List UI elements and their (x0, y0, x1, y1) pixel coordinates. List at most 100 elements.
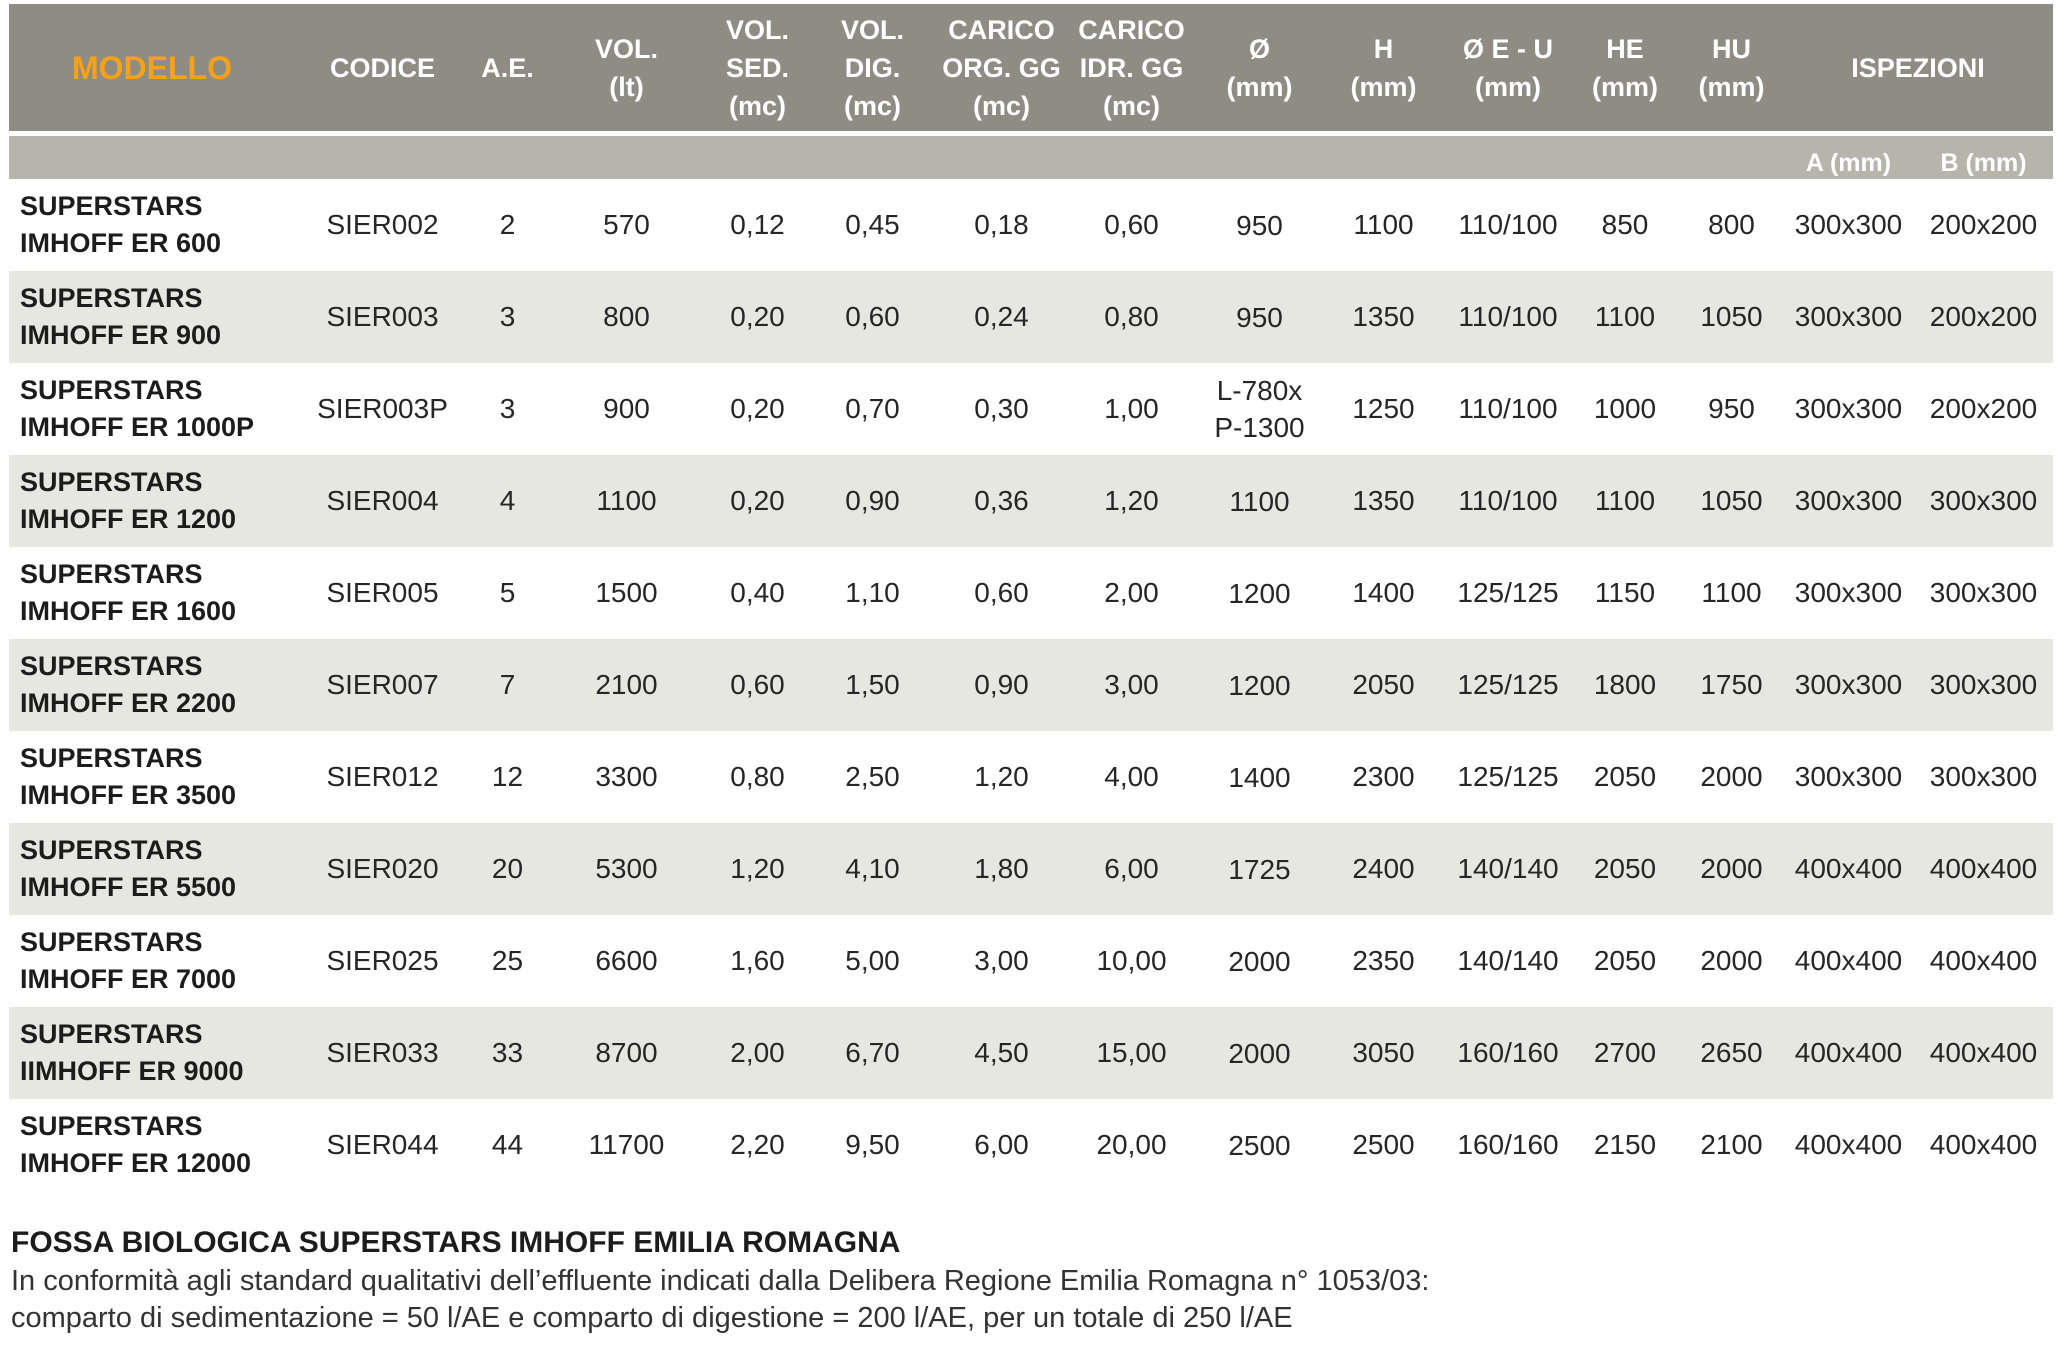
cell-insp-b: 200x200 (1914, 179, 2053, 271)
cell-insp-a: 400x400 (1783, 1007, 1914, 1099)
cell-height: 1250 (1321, 363, 1446, 455)
cell-carico-org: 3,00 (938, 915, 1065, 1007)
header-he: HE (mm) (1570, 4, 1680, 131)
cell-ae: 44 (470, 1099, 545, 1191)
table-row: SUPERSTARS IIMHOFF ER 9000 SIER033 33 8700 2,… (9, 1007, 2053, 1099)
table-row: SUPERSTARS IMHOFF ER 2200 SIER007 7 2100 0,60… (9, 639, 2053, 731)
cell-inlet-outlet: 125/125 (1446, 639, 1570, 731)
cell-vol: 2100 (545, 639, 708, 731)
cell-model: SUPERSTARS IIMHOFF ER 9000 (9, 1007, 295, 1099)
cell-vol-dig: 0,90 (807, 455, 938, 547)
cell-vol-dig: 4,10 (807, 823, 938, 915)
cell-insp-b: 400x400 (1914, 1007, 2053, 1099)
cell-diameter: 2000 (1198, 1007, 1321, 1099)
cell-vol: 1500 (545, 547, 708, 639)
cell-vol-sed: 0,20 (708, 271, 807, 363)
cell-inlet-outlet: 160/160 (1446, 1007, 1570, 1099)
cell-model: SUPERSTARS IMHOFF ER 2200 (9, 639, 295, 731)
cell-diameter: 1725 (1198, 823, 1321, 915)
header-subrow: A (mm) B (mm) (9, 136, 2053, 179)
cell-hu: 1100 (1680, 547, 1783, 639)
cell-vol-dig: 1,50 (807, 639, 938, 731)
cell-code: SIER003P (295, 363, 470, 455)
cell-insp-b: 300x300 (1914, 731, 2053, 823)
cell-carico-org: 0,30 (938, 363, 1065, 455)
cell-inlet-outlet: 140/140 (1446, 823, 1570, 915)
cell-insp-b: 400x400 (1914, 1099, 2053, 1191)
header-hu: HU (mm) (1680, 4, 1783, 131)
cell-he: 1100 (1570, 455, 1680, 547)
cell-height: 2500 (1321, 1099, 1446, 1191)
cell-insp-b: 300x300 (1914, 547, 2053, 639)
cell-hu: 2100 (1680, 1099, 1783, 1191)
cell-vol-dig: 0,60 (807, 271, 938, 363)
cell-model: SUPERSTARS IMHOFF ER 12000 (9, 1099, 295, 1191)
cell-vol-sed: 1,20 (708, 823, 807, 915)
cell-model: SUPERSTARS IMHOFF ER 600 (9, 179, 295, 271)
cell-vol-sed: 0,60 (708, 639, 807, 731)
header-vol-sed: VOL. SED. (mc) (708, 4, 807, 131)
cell-hu: 800 (1680, 179, 1783, 271)
cell-he: 1100 (1570, 271, 1680, 363)
cell-vol: 3300 (545, 731, 708, 823)
cell-code: SIER044 (295, 1099, 470, 1191)
table-row: SUPERSTARS IMHOFF ER 3500 SIER012 12 3300 0,8… (9, 731, 2053, 823)
cell-insp-a: 300x300 (1783, 363, 1914, 455)
cell-height: 1350 (1321, 271, 1446, 363)
cell-model: SUPERSTARS IMHOFF ER 3500 (9, 731, 295, 823)
cell-model: SUPERSTARS IMHOFF ER 7000 (9, 915, 295, 1007)
cell-ae: 7 (470, 639, 545, 731)
cell-diameter: 2500 (1198, 1099, 1321, 1191)
cell-he: 2700 (1570, 1007, 1680, 1099)
cell-code: SIER025 (295, 915, 470, 1007)
cell-vol-dig: 5,00 (807, 915, 938, 1007)
cell-model: SUPERSTARS IMHOFF ER 900 (9, 271, 295, 363)
footer-notes: FOSSA BIOLOGICA SUPERSTARS IMHOFF EMILIA… (11, 1223, 2041, 1337)
cell-diameter: 1200 (1198, 639, 1321, 731)
cell-vol-dig: 9,50 (807, 1099, 938, 1191)
cell-he: 1800 (1570, 639, 1680, 731)
cell-inlet-outlet: 125/125 (1446, 547, 1570, 639)
cell-carico-org: 0,36 (938, 455, 1065, 547)
cell-carico-idr: 10,00 (1065, 915, 1198, 1007)
header-insp-b: B (mm) (1914, 136, 2053, 179)
cell-hu: 1750 (1680, 639, 1783, 731)
cell-hu: 2000 (1680, 731, 1783, 823)
header-carico-org: CARICO ORG. GG (mc) (938, 4, 1065, 131)
cell-carico-org: 4,50 (938, 1007, 1065, 1099)
cell-ae: 25 (470, 915, 545, 1007)
cell-code: SIER002 (295, 179, 470, 271)
header-code: CODICE (295, 4, 470, 131)
cell-diameter: 1400 (1198, 731, 1321, 823)
cell-ae: 3 (470, 363, 545, 455)
cell-vol-sed: 2,20 (708, 1099, 807, 1191)
cell-diameter: L-780x P-1300 (1198, 363, 1321, 455)
cell-carico-idr: 1,00 (1065, 363, 1198, 455)
table-row: SUPERSTARS IMHOFF ER 7000 SIER025 25 6600 1,6… (9, 915, 2053, 1007)
table-row: SUPERSTARS IMHOFF ER 12000 SIER044 44 11700 2… (9, 1099, 2053, 1191)
cell-vol-dig: 2,50 (807, 731, 938, 823)
cell-insp-b: 300x300 (1914, 639, 2053, 731)
cell-carico-idr: 1,20 (1065, 455, 1198, 547)
cell-he: 1150 (1570, 547, 1680, 639)
cell-insp-b: 400x400 (1914, 915, 2053, 1007)
cell-diameter: 1200 (1198, 547, 1321, 639)
cell-ae: 33 (470, 1007, 545, 1099)
cell-height: 1100 (1321, 179, 1446, 271)
cell-height: 2400 (1321, 823, 1446, 915)
cell-carico-org: 6,00 (938, 1099, 1065, 1191)
cell-he: 850 (1570, 179, 1680, 271)
cell-vol-sed: 0,20 (708, 363, 807, 455)
cell-insp-a: 300x300 (1783, 547, 1914, 639)
cell-ae: 3 (470, 271, 545, 363)
cell-vol-dig: 0,70 (807, 363, 938, 455)
cell-code: SIER004 (295, 455, 470, 547)
cell-carico-org: 0,18 (938, 179, 1065, 271)
cell-he: 2150 (1570, 1099, 1680, 1191)
cell-he: 1000 (1570, 363, 1680, 455)
cell-vol-dig: 1,10 (807, 547, 938, 639)
cell-inlet-outlet: 110/100 (1446, 271, 1570, 363)
cell-carico-idr: 20,00 (1065, 1099, 1198, 1191)
cell-he: 2050 (1570, 823, 1680, 915)
cell-hu: 1050 (1680, 271, 1783, 363)
